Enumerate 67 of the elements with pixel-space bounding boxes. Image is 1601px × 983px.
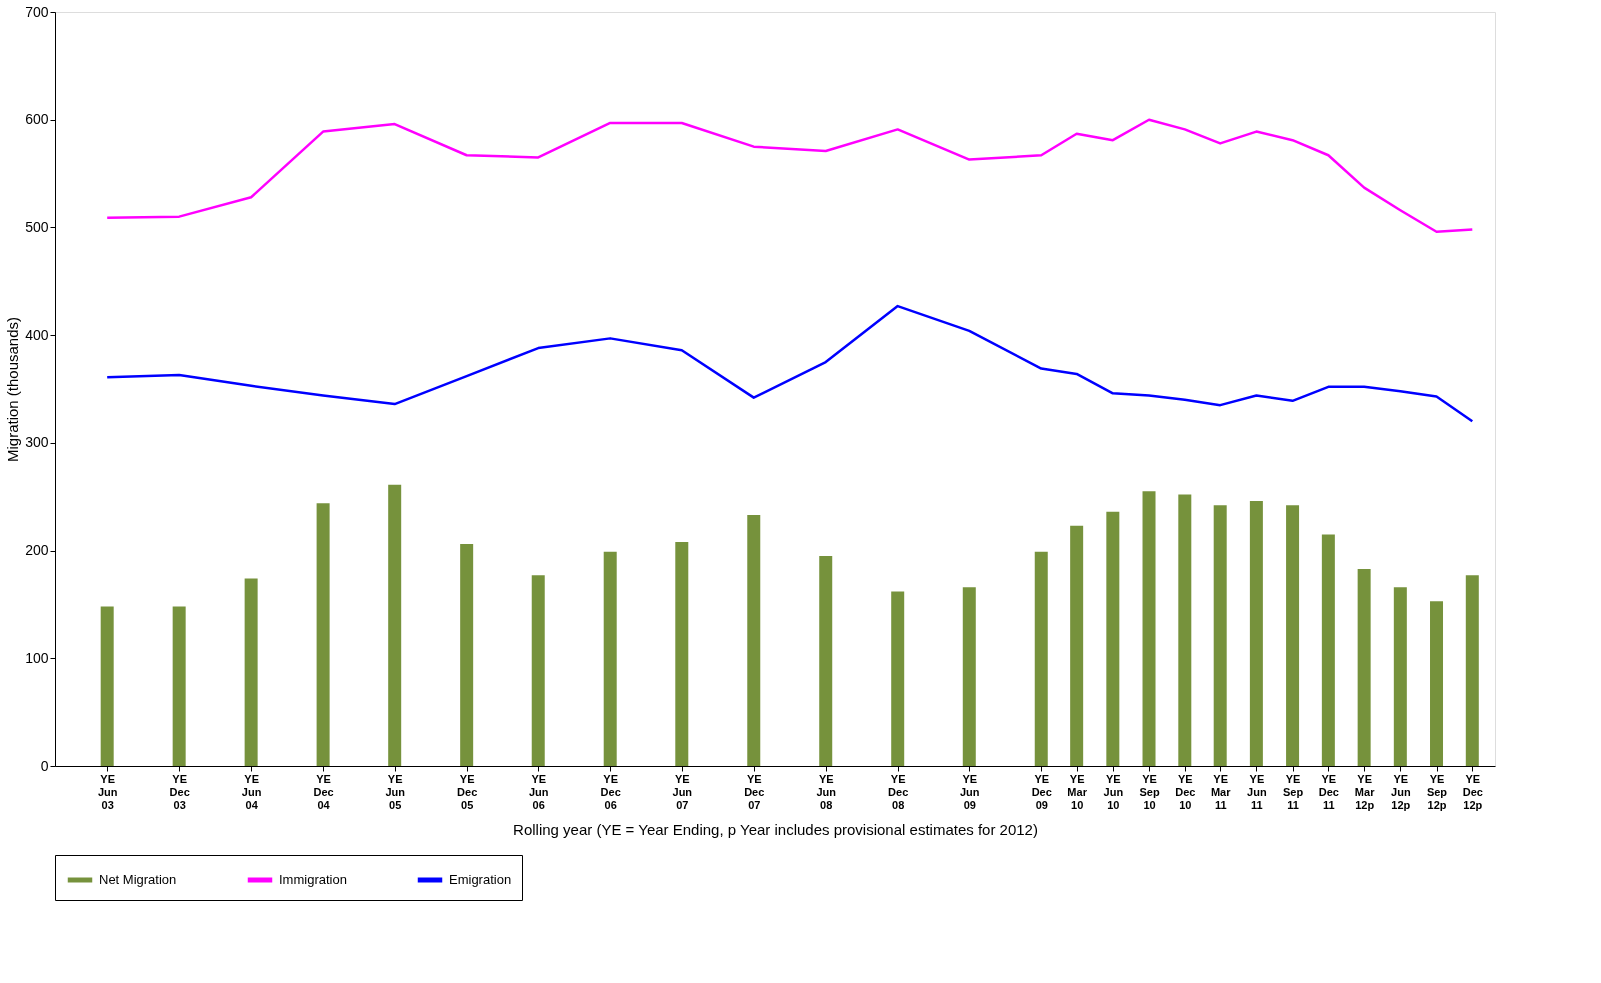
bar <box>1106 511 1120 766</box>
bar <box>819 555 833 766</box>
bar <box>675 541 689 766</box>
x-tick-label: YE Jun 03 <box>97 772 118 811</box>
x-tick-label: YE Dec 12p <box>1462 772 1483 811</box>
x-tick-label: YE Jun 10 <box>1103 772 1124 811</box>
x-tick-label: YE Dec 11 <box>1318 772 1339 811</box>
bar <box>603 551 617 766</box>
bar <box>1357 568 1371 766</box>
bar <box>244 578 258 766</box>
x-tick-label: YE Mar 12p <box>1354 772 1376 811</box>
y-tick-label: 300 <box>25 434 49 451</box>
x-tick-label: YE Jun 12p <box>1391 772 1411 811</box>
bar <box>460 544 474 766</box>
bar <box>1430 601 1444 766</box>
bar <box>891 591 905 766</box>
bar <box>1321 534 1335 766</box>
x-tick-label: YE Dec 03 <box>169 772 190 811</box>
x-axis-title: Rolling year (YE = Year Ending, p Year includes provisional estimates for 2012) <box>513 820 1038 838</box>
line-series <box>105 118 1474 233</box>
x-tick-label: YE Jun 06 <box>528 772 549 811</box>
bar <box>1465 575 1479 766</box>
x-tick-label: YE Dec 07 <box>744 772 765 811</box>
x-tick-label: YE Dec 09 <box>1031 772 1052 811</box>
bar <box>388 484 402 766</box>
legend-label: Emigration <box>449 872 512 887</box>
x-tick-label: YE Dec 10 <box>1175 772 1196 811</box>
bar <box>1142 491 1156 766</box>
x-tick-label: YE Jun 07 <box>672 772 693 811</box>
bar <box>1213 505 1227 766</box>
x-tick-label: YE Dec 04 <box>313 772 334 811</box>
y-axis-title: Migration (thousands) <box>4 316 22 463</box>
x-tick-label: YE Sep 12p <box>1426 772 1448 811</box>
bar <box>172 606 186 766</box>
line-series <box>105 304 1474 423</box>
bar <box>962 587 976 766</box>
x-tick-label: YE Dec 05 <box>457 772 478 811</box>
bar <box>531 575 545 766</box>
bar <box>100 606 114 766</box>
y-tick-label: 200 <box>25 542 49 559</box>
bar <box>1286 505 1300 766</box>
bar <box>1070 525 1084 766</box>
y-tick-label: 100 <box>25 649 49 666</box>
x-tick-label: YE Jun 11 <box>1247 772 1267 811</box>
bar <box>1034 551 1048 766</box>
bar <box>747 515 761 766</box>
x-tick-label: YE Sep 11 <box>1282 772 1304 811</box>
y-tick-label: 600 <box>25 111 49 128</box>
x-tick-label: YE Jun 04 <box>241 772 262 811</box>
x-tick-label: YE Dec 06 <box>600 772 621 811</box>
x-tick-label: YE Dec 08 <box>888 772 909 811</box>
bar <box>1249 501 1263 766</box>
x-tick-label: YE Mar 10 <box>1067 772 1088 811</box>
bar <box>1178 494 1192 766</box>
bar <box>316 503 330 766</box>
x-tick-label: YE Sep 10 <box>1139 772 1160 811</box>
y-tick-label: 0 <box>40 757 49 774</box>
x-tick-label: YE Jun 09 <box>960 772 980 811</box>
bar <box>1393 587 1407 766</box>
legend-label: Immigration <box>279 872 347 887</box>
y-tick-label: 700 <box>25 3 49 20</box>
x-tick-label: YE Jun 05 <box>385 772 406 811</box>
y-tick-label: 400 <box>25 326 49 343</box>
x-tick-label: YE Jun 08 <box>816 772 837 811</box>
y-tick-label: 500 <box>25 218 49 235</box>
x-tick-label: YE Mar 11 <box>1210 772 1232 811</box>
legend-label: Net Migration <box>99 872 177 887</box>
